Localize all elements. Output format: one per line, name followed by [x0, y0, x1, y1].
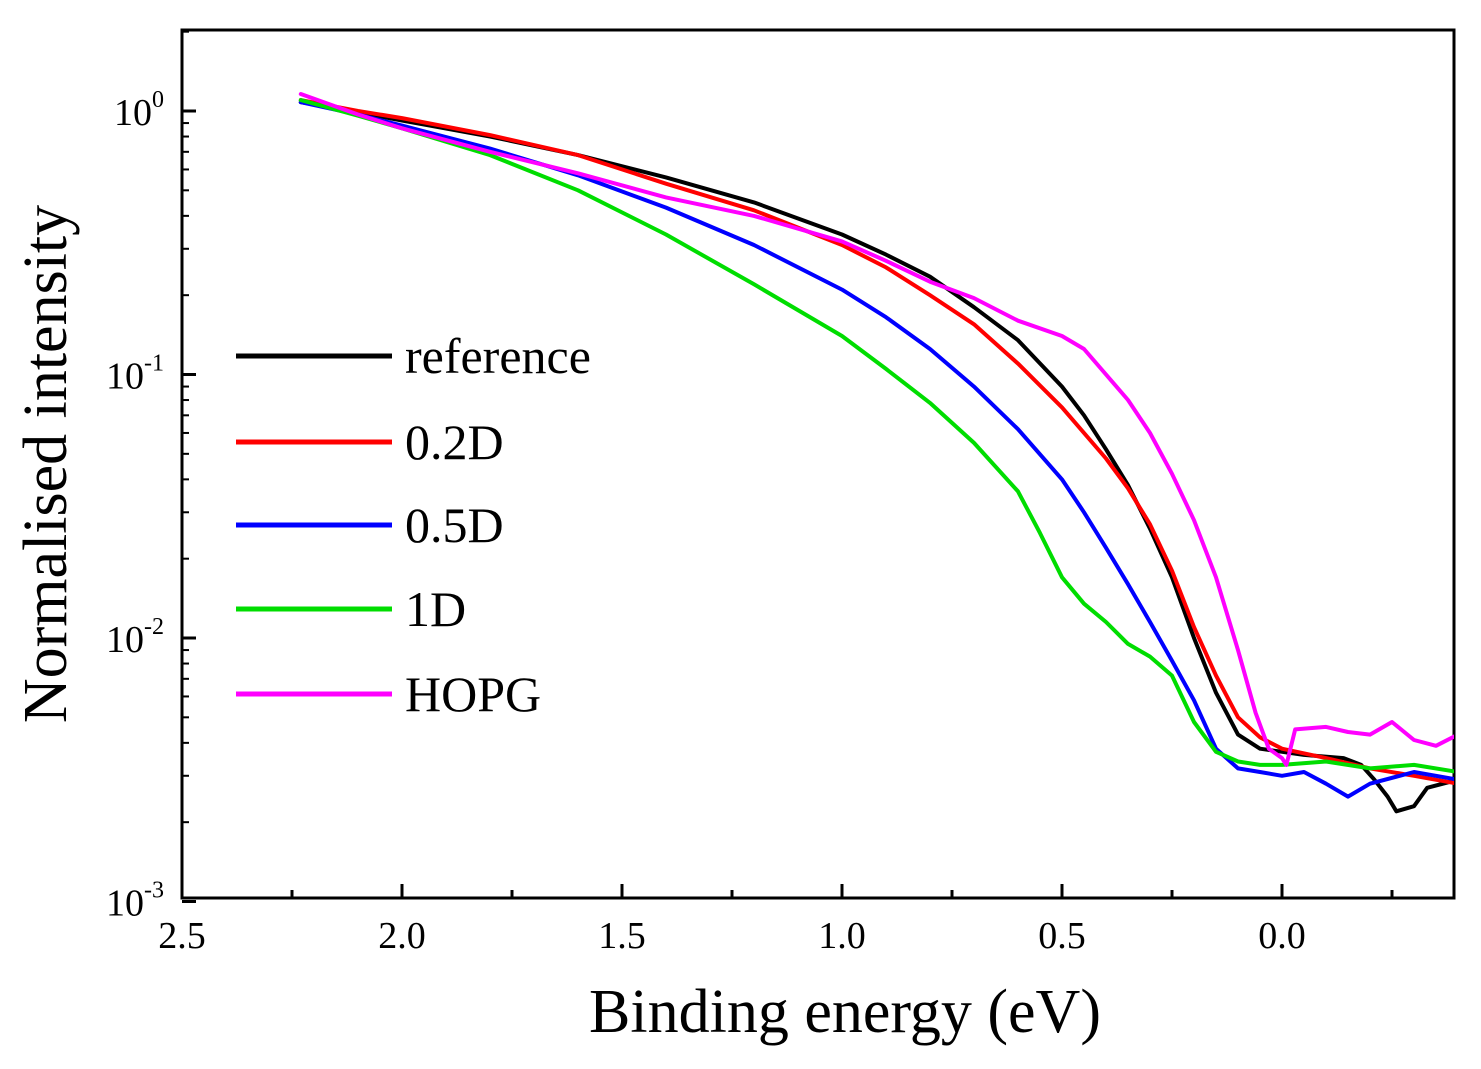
legend-item: reference	[236, 328, 591, 384]
series-line-1d	[298, 98, 1454, 774]
axis-ticks: 2.5 2.0 1.5 1.0 0.5 0.0 100 10-1 10-2 10-3	[106, 30, 1394, 957]
x-tick-label: 0.5	[1038, 915, 1086, 957]
plot-frame	[180, 28, 1456, 900]
y-tick-label: 10-1	[106, 351, 164, 398]
legend-label: 0.5D	[405, 497, 504, 553]
legend-item: 0.5D	[236, 497, 504, 553]
x-tick-label: 2.5	[158, 915, 206, 957]
y-tick-label: 10-3	[106, 878, 164, 925]
x-tick-label: 1.0	[818, 915, 866, 957]
legend-label: 1D	[405, 581, 466, 637]
x-tick-label: 1.5	[598, 915, 646, 957]
series-layer	[298, 92, 1454, 814]
legend-item: 0.2D	[236, 414, 504, 470]
y-axis-label: Normalised intensity	[12, 205, 80, 723]
legend-label: 0.2D	[405, 414, 504, 470]
legend-item: 1D	[236, 581, 466, 637]
series-line-0-2d	[298, 98, 1454, 786]
series-line-0-5d	[298, 100, 1454, 799]
legend-label: HOPG	[405, 666, 541, 722]
series-line-hopg	[298, 92, 1454, 767]
x-tick-label: 0.0	[1258, 915, 1306, 957]
legend-label: reference	[405, 328, 591, 384]
x-tick-label: 2.0	[378, 915, 426, 957]
y-tick-label: 100	[114, 87, 164, 134]
legend-item: HOPG	[236, 666, 541, 722]
x-axis-label: Binding energy (eV)	[589, 978, 1101, 1046]
y-tick-label: 10-2	[106, 614, 164, 661]
legend: reference 0.2D 0.5D 1D HOPG	[236, 328, 591, 722]
